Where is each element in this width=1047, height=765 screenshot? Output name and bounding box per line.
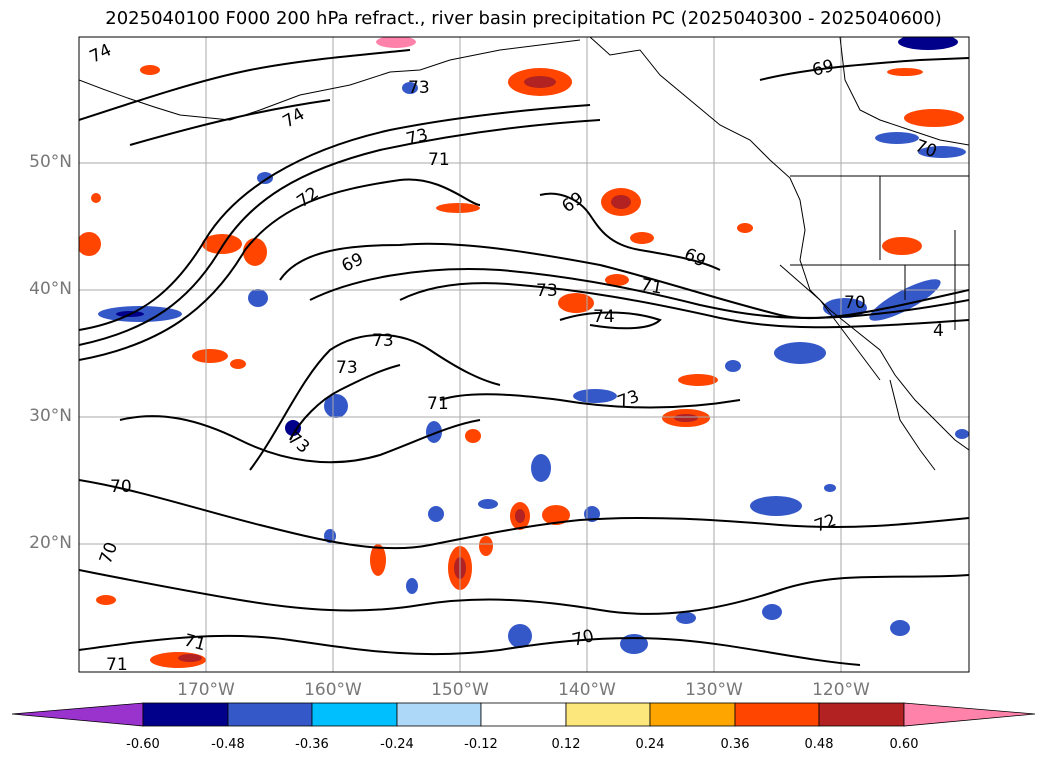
colorbar-tick: 0.12 xyxy=(551,737,581,752)
contour-label: 71 xyxy=(639,275,664,298)
refractivity-contours xyxy=(79,49,969,666)
contour-label: 4 xyxy=(933,321,944,341)
lon-label-130w: 130°W xyxy=(685,680,743,700)
colorbar xyxy=(11,702,1036,727)
precip-shading xyxy=(79,37,969,668)
contour-label: 73 xyxy=(536,281,558,301)
colorbar-tick: 0.60 xyxy=(889,737,919,752)
contour-label: 73 xyxy=(408,78,430,98)
lon-label-140w: 140°W xyxy=(558,680,616,700)
colorbar-bin xyxy=(734,702,820,727)
colorbar-tick: -0.36 xyxy=(295,737,329,752)
lon-label-170w: 170°W xyxy=(177,680,235,700)
colorbar-tick: 0.24 xyxy=(635,737,665,752)
colorbar-bin xyxy=(480,702,567,727)
map-panel: 74 74 73 73 71 72 69 69 69 73 71 74 73 7… xyxy=(79,37,969,675)
lat-label-50n: 50°N xyxy=(29,152,72,172)
lat-label-40n: 40°N xyxy=(29,279,72,299)
colorbar-tick: -0.60 xyxy=(126,737,160,752)
contour-label: 70 xyxy=(110,477,132,497)
colorbar-bin xyxy=(818,702,905,727)
colorbar-tick: -0.24 xyxy=(380,737,414,752)
lat-label-30n: 30°N xyxy=(29,406,72,426)
contour-label: 73 xyxy=(372,331,394,351)
colorbar-tick: 0.36 xyxy=(720,737,750,752)
contour-label: 70 xyxy=(844,293,866,313)
colorbar-extend-low xyxy=(11,702,144,727)
colorbar-tick: -0.12 xyxy=(464,737,498,752)
colorbar-tick: 0.48 xyxy=(804,737,834,752)
colorbar-tick: -0.48 xyxy=(211,737,245,752)
contour-label: 71 xyxy=(428,150,450,170)
contour-label: 74 xyxy=(593,307,615,327)
colorbar-bin xyxy=(311,702,398,727)
lat-label-20n: 20°N xyxy=(29,533,72,553)
lon-label-150w: 150°W xyxy=(431,680,489,700)
contour-label: 71 xyxy=(106,655,128,675)
colorbar-bin xyxy=(396,702,482,727)
colorbar-extend-high xyxy=(903,702,1036,727)
map-title: 2025040100 F000 200 hPa refract., river … xyxy=(105,8,942,29)
contour-label: 73 xyxy=(336,358,358,378)
colorbar-bin xyxy=(649,702,736,727)
colorbar-bin xyxy=(142,702,229,727)
lon-label-120w: 120°W xyxy=(812,680,870,700)
colorbar-bin xyxy=(565,702,651,727)
lon-label-160w: 160°W xyxy=(304,680,362,700)
graticule xyxy=(79,37,969,672)
coastlines xyxy=(79,37,969,471)
map-frame xyxy=(78,36,970,673)
contour-label: 71 xyxy=(427,394,449,414)
colorbar-bin xyxy=(227,702,313,727)
